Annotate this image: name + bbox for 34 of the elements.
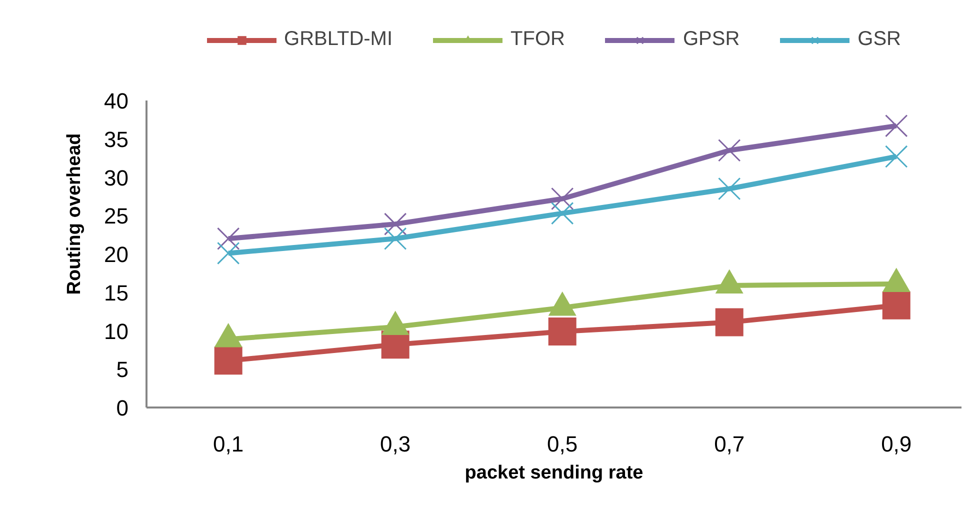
legend-label: GPSR [682,28,740,51]
y-tick-label: 5 [116,357,129,382]
x-axis-title: packet sending rate [464,462,644,484]
y-axis-title: Routing overhead [64,133,86,295]
point [214,346,242,375]
y-tick-label: 10 [104,318,129,344]
y-tick-label: 0 [116,396,129,420]
point [216,242,240,265]
x-tick-label: 0,7 [714,432,745,456]
point [550,187,574,210]
point [718,139,741,162]
y-tick-label: 25 [104,204,129,229]
point [384,212,407,236]
legend-label: GSR [858,28,901,51]
x-tick-label: 0,5 [547,432,578,456]
point [550,202,574,225]
y-tick-label: 30 [104,165,129,190]
y-tick-label: 20 [104,242,129,267]
y-tick-label: 35 [104,126,129,152]
y-tick-label: 40 [104,88,129,114]
x-tick-label: 0,9 [881,432,912,456]
point [715,308,744,336]
point [885,114,908,138]
point [216,227,240,250]
legend-label: TFOR [510,28,565,51]
legend-label: GRBLTD-MI [284,28,393,51]
y-tick-label: 15 [104,280,129,306]
x-tick-label: 0,1 [213,432,244,456]
x-tick-label: 0,3 [380,432,411,456]
point [885,145,908,168]
point [548,318,576,346]
point [882,291,910,320]
point [384,227,407,250]
point [718,177,741,200]
